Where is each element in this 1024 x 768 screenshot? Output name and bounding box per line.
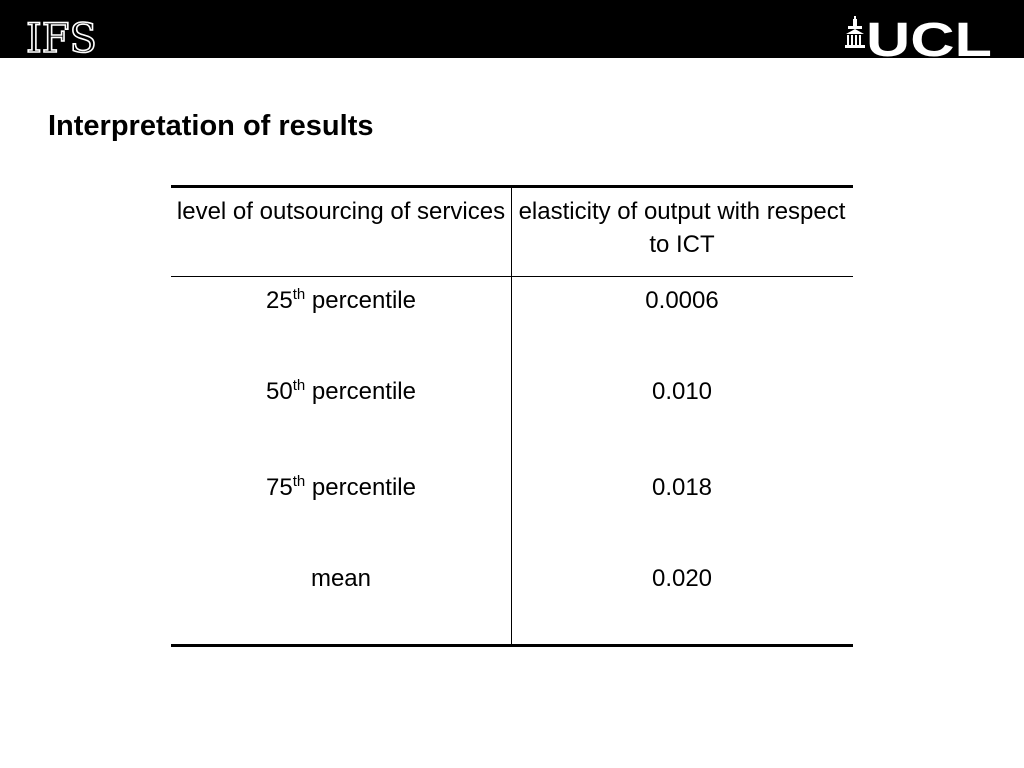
- header-elasticity: elasticity of output with respect to ICT: [518, 198, 846, 258]
- ucl-logo: UCL: [845, 16, 992, 58]
- header-outsourcing-level: level of outsourcing of services: [176, 198, 506, 225]
- top-banner: IFS UCL: [0, 0, 1024, 58]
- svg-text:IFS: IFS: [26, 16, 97, 58]
- row-label-75th: 75th percentile: [266, 473, 416, 501]
- table-column-divider: [511, 188, 512, 644]
- table-header-rule: [171, 276, 853, 277]
- table-bottom-rule: [171, 644, 853, 647]
- row-label-25th: 25th percentile: [266, 286, 416, 314]
- results-table: level of outsourcing of services elastic…: [171, 185, 853, 647]
- row-value-25th: 0.0006: [645, 287, 719, 314]
- slide-title: Interpretation of results: [48, 110, 374, 142]
- row-value-50th: 0.010: [651, 378, 713, 405]
- portico-icon: [845, 16, 865, 48]
- table-top-rule: [171, 185, 853, 188]
- row-value-mean: 0.020: [651, 565, 713, 592]
- svg-text:UCL: UCL: [866, 16, 992, 58]
- row-value-75th: 0.018: [651, 474, 713, 501]
- row-label-mean: mean: [310, 565, 372, 592]
- row-label-50th: 50th percentile: [266, 377, 416, 405]
- ifs-logo: IFS: [26, 15, 98, 58]
